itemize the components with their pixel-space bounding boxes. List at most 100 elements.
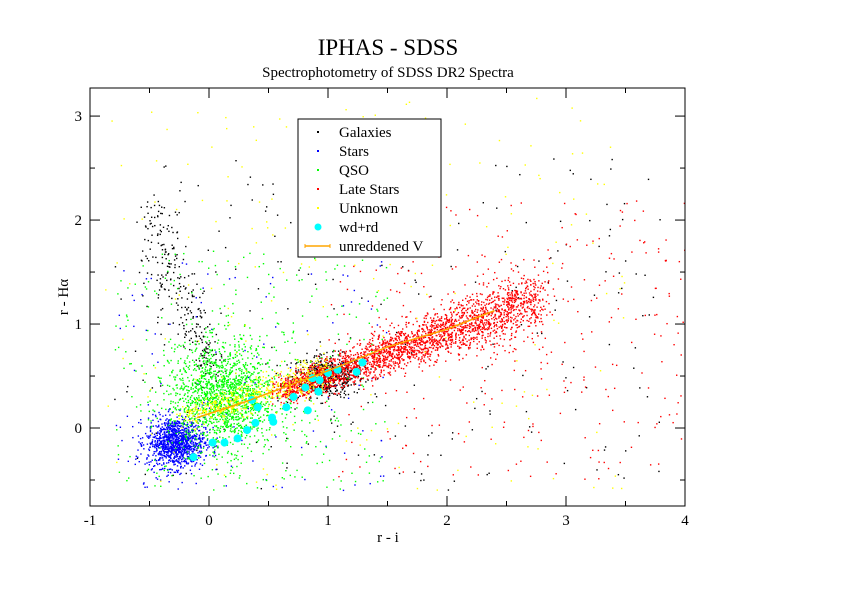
galaxies-point bbox=[384, 404, 387, 407]
stars-point bbox=[153, 445, 156, 448]
qso-point bbox=[213, 413, 215, 416]
galaxies-point bbox=[347, 365, 349, 368]
stars-point bbox=[174, 434, 176, 436]
stars-point bbox=[154, 435, 156, 438]
qso-point bbox=[227, 379, 229, 382]
galaxies-point bbox=[150, 206, 152, 209]
stars-point bbox=[162, 433, 164, 436]
stars-point bbox=[149, 430, 152, 433]
qso-point bbox=[255, 349, 258, 351]
galaxies-point bbox=[114, 266, 117, 268]
stars-point bbox=[181, 438, 183, 440]
qso-point bbox=[240, 426, 243, 428]
qso-point bbox=[228, 436, 230, 438]
qso-point bbox=[256, 386, 258, 388]
qso-point bbox=[194, 402, 197, 404]
qso-point bbox=[238, 382, 240, 384]
qso-point bbox=[260, 394, 262, 396]
qso-point bbox=[361, 259, 364, 261]
stars-point bbox=[162, 437, 164, 439]
galaxies-point bbox=[355, 375, 358, 377]
qso-point bbox=[289, 411, 292, 413]
qso-point bbox=[290, 407, 292, 409]
qso-point bbox=[167, 440, 169, 443]
galaxies-point bbox=[658, 470, 660, 473]
stars-point bbox=[186, 427, 188, 429]
late-stars-point bbox=[530, 284, 532, 286]
qso-point bbox=[273, 346, 276, 348]
late-stars-point bbox=[520, 305, 522, 307]
galaxies-point bbox=[184, 314, 186, 316]
galaxies-point bbox=[339, 393, 341, 396]
qso-point bbox=[215, 392, 217, 395]
late-stars-point bbox=[395, 357, 398, 359]
late-stars-point bbox=[481, 337, 483, 339]
late-stars-point bbox=[481, 346, 484, 349]
qso-point bbox=[188, 432, 191, 435]
qso-point bbox=[239, 427, 242, 429]
galaxies-point bbox=[589, 219, 591, 222]
qso-point bbox=[321, 356, 323, 359]
qso-point bbox=[283, 478, 285, 480]
qso-point bbox=[218, 420, 220, 423]
stars-point bbox=[178, 462, 180, 464]
qso-point bbox=[232, 312, 235, 314]
stars-point bbox=[194, 439, 196, 441]
qso-point bbox=[268, 359, 271, 361]
qso-point bbox=[263, 385, 265, 387]
galaxies-point bbox=[157, 215, 159, 218]
stars-point bbox=[197, 444, 200, 447]
qso-point bbox=[186, 425, 188, 427]
stars-point bbox=[173, 428, 176, 430]
qso-point bbox=[174, 402, 177, 404]
qso-point bbox=[336, 417, 338, 419]
stars-point bbox=[195, 435, 197, 438]
qso-point bbox=[125, 351, 127, 353]
late-stars-point bbox=[380, 371, 382, 374]
qso-point bbox=[216, 458, 218, 461]
qso-point bbox=[264, 408, 266, 410]
stars-point bbox=[176, 416, 178, 418]
late-stars-point bbox=[431, 344, 433, 347]
stars-point bbox=[164, 423, 166, 425]
qso-point bbox=[285, 440, 287, 442]
galaxies-point bbox=[360, 378, 362, 381]
qso-point bbox=[329, 355, 332, 358]
qso-point bbox=[234, 349, 236, 351]
galaxies-point bbox=[251, 199, 253, 201]
stars-point bbox=[200, 450, 202, 452]
qso-point bbox=[170, 419, 172, 421]
late-stars-point bbox=[310, 384, 312, 387]
late-stars-point bbox=[393, 355, 396, 357]
late-stars-point bbox=[295, 367, 297, 370]
qso-point bbox=[191, 323, 193, 325]
stars-point bbox=[191, 443, 193, 445]
qso-point bbox=[208, 267, 210, 269]
late-stars-point bbox=[474, 308, 477, 311]
stars-point bbox=[175, 442, 178, 445]
galaxies-point bbox=[153, 194, 155, 196]
galaxies-point bbox=[530, 431, 533, 433]
galaxies-point bbox=[321, 402, 324, 405]
qso-point bbox=[243, 425, 246, 428]
stars-point bbox=[147, 454, 149, 456]
galaxies-point bbox=[340, 391, 342, 393]
qso-point bbox=[198, 426, 201, 428]
stars-point bbox=[181, 415, 183, 417]
galaxies-point bbox=[647, 178, 650, 181]
stars-point bbox=[195, 482, 197, 485]
late-stars-point bbox=[324, 377, 326, 379]
late-stars-point bbox=[474, 305, 476, 307]
stars-point bbox=[151, 459, 153, 461]
stars-point bbox=[175, 431, 177, 433]
stars-point bbox=[140, 418, 142, 421]
late-stars-point bbox=[414, 334, 416, 336]
stars-point bbox=[169, 436, 171, 438]
stars-point bbox=[184, 458, 187, 460]
qso-point bbox=[198, 378, 201, 380]
stars-point bbox=[189, 469, 192, 471]
qso-point bbox=[234, 338, 236, 340]
galaxies-point bbox=[345, 377, 347, 379]
stars-point bbox=[177, 441, 179, 443]
qso-point bbox=[268, 419, 270, 421]
